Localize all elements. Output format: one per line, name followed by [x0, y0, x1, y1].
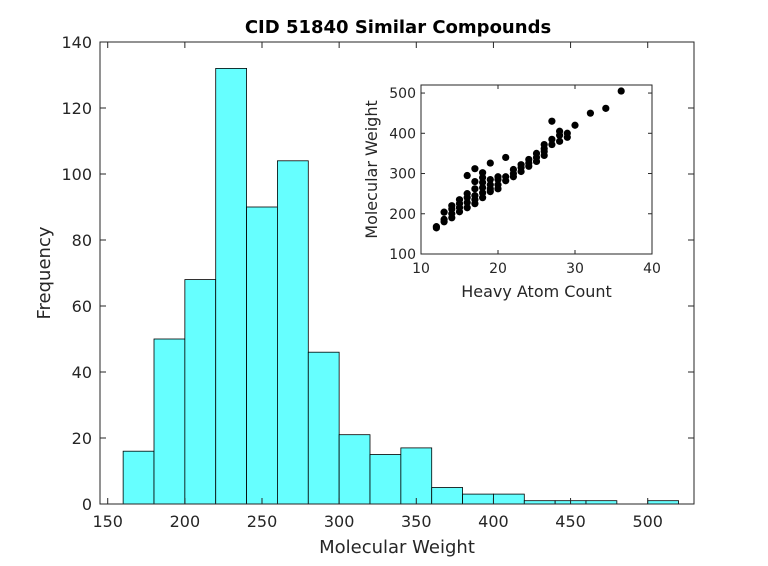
scatter-point: [602, 104, 610, 112]
scatter-point: [532, 149, 541, 158]
inset-x-axis-label: Heavy Atom Count: [461, 282, 612, 301]
histogram-bar: [400, 447, 433, 505]
y-tick-label: 40: [72, 363, 92, 382]
x-tick-label: 200: [170, 512, 201, 531]
inset-x-tick-label: 40: [643, 261, 661, 277]
scatter-point: [440, 208, 448, 216]
y-tick-label: 120: [61, 99, 92, 118]
scatter-point: [479, 184, 487, 192]
chart-title: CID 51840 Similar Compounds: [245, 17, 551, 38]
y-tick-label: 100: [61, 165, 92, 184]
y-tick-label: 80: [72, 231, 92, 250]
scatter-point: [556, 127, 564, 135]
y-tick-label: 20: [72, 429, 92, 448]
x-axis-label: Molecular Weight: [319, 537, 475, 558]
inset-x-tick-label: 20: [489, 261, 507, 277]
scatter-point: [586, 109, 595, 117]
scatter-point: [463, 204, 471, 212]
scatter-point: [502, 173, 510, 181]
inset-y-tick-label: 500: [389, 86, 416, 102]
scatter-point: [548, 117, 556, 125]
scatter-point: [525, 155, 533, 164]
scatter-point: [471, 185, 479, 193]
x-tick-label: 150: [92, 512, 123, 531]
inset-x-tick-label: 30: [566, 261, 584, 277]
scatter-point: [509, 165, 517, 174]
inset-frame: [420, 84, 653, 255]
scatter-point: [540, 140, 548, 149]
y-tick-label: 0: [82, 495, 92, 514]
scatter-point: [448, 202, 456, 210]
x-tick-label: 400: [478, 512, 509, 531]
inset-y-tick-label: 300: [389, 167, 416, 183]
histogram-bar: [215, 68, 247, 505]
scatter-point: [486, 175, 494, 184]
histogram-bar: [246, 206, 278, 505]
scatter-point: [571, 121, 579, 129]
plot-frame: [99, 41, 695, 505]
x-tick-label: 450: [555, 512, 586, 531]
x-tick-label: 350: [401, 512, 432, 531]
histogram-bar: [493, 493, 525, 505]
histogram-bar: [338, 434, 371, 505]
histogram-bar: [153, 338, 186, 505]
histogram-bar: [431, 487, 463, 505]
y-tick-label: 60: [72, 297, 92, 316]
scatter-point: [479, 189, 487, 197]
inset-y-tick-label: 400: [389, 126, 416, 142]
scatter-point: [471, 177, 479, 186]
scatter-point: [486, 181, 494, 189]
inset-x-tick-label: 10: [412, 261, 430, 277]
scatter-point: [556, 137, 564, 145]
histogram-bar: [369, 454, 402, 505]
scatter-point: [471, 165, 479, 173]
histogram-bar: [462, 493, 494, 505]
scatter-point: [471, 192, 479, 200]
scatter-point: [479, 169, 487, 177]
histogram-plot: 150 200 250 300 350 400 450 500 0 20 40 60 80 100 120 1…: [34, 33, 695, 558]
y-axis-label: Frequency: [34, 226, 55, 319]
scatter-point: [548, 140, 556, 149]
x-tick-label: 250: [247, 512, 278, 531]
histogram-bar: [184, 279, 217, 505]
scatter-point: [455, 196, 464, 204]
scatter-point: [463, 190, 471, 198]
histogram-bar: [307, 351, 340, 505]
x-tick-label: 500: [632, 512, 663, 531]
scatter-point: [440, 215, 448, 223]
scatter-point: [563, 129, 571, 137]
histogram-bar: [277, 160, 309, 505]
inset-y-tick-label: 200: [389, 207, 416, 223]
inset-y-axis-label: Molecular Weight: [362, 100, 381, 238]
scatter-point: [617, 87, 625, 95]
scatter-point: [502, 153, 510, 162]
y-tick-label: 140: [61, 33, 92, 52]
scatter-point: [494, 173, 502, 181]
scatter-point: [517, 161, 525, 169]
scatter-point: [432, 223, 440, 231]
scatter-point: [463, 171, 471, 180]
scatter-point: [486, 159, 494, 167]
x-tick-label: 300: [324, 512, 355, 531]
histogram-bar: [122, 450, 155, 505]
scatter-point: [548, 135, 556, 143]
scatter-point: [494, 181, 502, 189]
inset-y-tick-label: 100: [389, 247, 416, 263]
inset-scatter-plot: 10 20 30 40 100 200 300 400 500 Heavy Atom Count M…: [362, 84, 661, 301]
